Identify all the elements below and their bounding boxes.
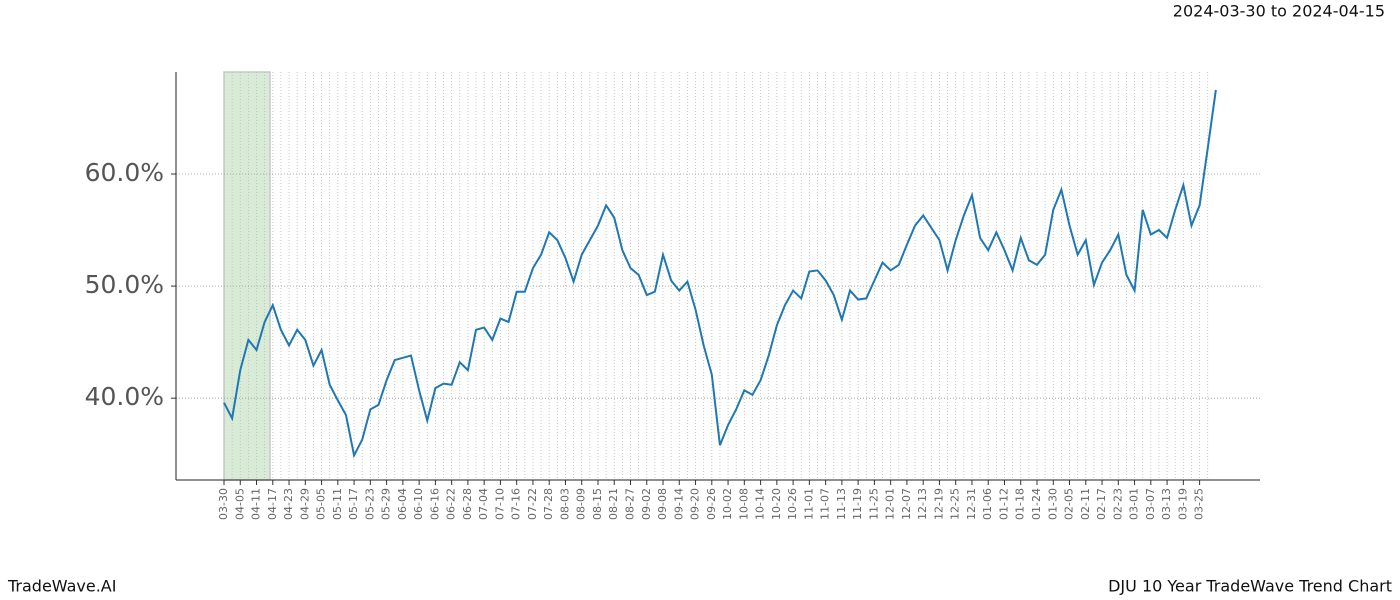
x-tick-label: 03-30 [217, 488, 230, 520]
x-tick-label: 10-26 [786, 488, 799, 520]
x-tick-label: 05-11 [331, 488, 344, 520]
x-tick-label: 08-27 [624, 488, 637, 520]
x-tick-label: 05-17 [347, 488, 360, 520]
x-tick-label: 07-22 [526, 488, 539, 520]
x-tick-label: 05-29 [380, 488, 393, 520]
x-tick-label: 10-14 [754, 488, 767, 520]
x-tick-label: 11-01 [802, 488, 815, 520]
x-tick-label: 11-25 [867, 488, 880, 520]
x-tick-label: 01-12 [997, 488, 1010, 520]
x-tick-label: 10-20 [770, 488, 783, 520]
x-tick-label: 05-23 [363, 488, 376, 520]
x-tick-label: 01-06 [981, 488, 994, 520]
x-tick-label: 06-10 [412, 488, 425, 520]
x-tick-label: 04-05 [233, 488, 246, 520]
x-tick-label: 08-03 [558, 488, 571, 520]
x-tick-label: 03-07 [1144, 488, 1157, 520]
x-tick-label: 03-13 [1160, 488, 1173, 520]
x-tick-label: 03-19 [1176, 488, 1189, 520]
x-tick-label: 04-17 [266, 488, 279, 520]
x-tick-label: 12-25 [949, 488, 962, 520]
x-tick-label: 06-28 [461, 488, 474, 520]
x-tick-label: 11-19 [851, 488, 864, 520]
x-tick-label: 02-11 [1079, 488, 1092, 520]
x-tick-label: 02-23 [1111, 488, 1124, 520]
x-tick-label: 05-05 [315, 488, 328, 520]
x-tick-label: 12-31 [965, 488, 978, 520]
x-tick-label: 10-02 [721, 488, 734, 520]
x-tick-label: 12-01 [884, 488, 897, 520]
x-tick-label: 10-08 [737, 488, 750, 520]
x-tick-label: 08-09 [575, 488, 588, 520]
x-tick-label: 07-10 [493, 488, 506, 520]
x-tick-label: 12-19 [932, 488, 945, 520]
x-tick-label: 02-05 [1063, 488, 1076, 520]
y-tick-label: 40.0% [85, 382, 164, 411]
x-tick-label: 03-25 [1193, 488, 1206, 520]
y-tick-label: 60.0% [85, 158, 164, 187]
y-tick-label: 50.0% [85, 270, 164, 299]
x-tick-label: 12-13 [916, 488, 929, 520]
x-tick-label: 06-22 [445, 488, 458, 520]
x-tick-label: 04-29 [298, 488, 311, 520]
x-tick-label: 12-07 [900, 488, 913, 520]
x-tick-label: 02-17 [1095, 488, 1108, 520]
x-tick-label: 09-02 [640, 488, 653, 520]
x-tick-label: 06-16 [428, 488, 441, 520]
x-tick-label: 11-07 [819, 488, 832, 520]
x-tick-label: 07-04 [477, 488, 490, 520]
x-tick-label: 01-24 [1030, 488, 1043, 520]
x-tick-label: 09-26 [705, 488, 718, 520]
x-tick-label: 08-15 [591, 488, 604, 520]
x-tick-label: 08-21 [607, 488, 620, 520]
x-tick-label: 09-08 [656, 488, 669, 520]
x-tick-label: 06-04 [396, 488, 409, 520]
x-tick-label: 01-18 [1014, 488, 1027, 520]
x-tick-label: 09-20 [689, 488, 702, 520]
x-tick-label: 03-01 [1128, 488, 1141, 520]
chart-name: DJU 10 Year TradeWave Trend Chart [1108, 577, 1392, 596]
x-tick-label: 07-28 [542, 488, 555, 520]
date-range: 2024-03-30 to 2024-04-15 [1173, 2, 1385, 21]
x-tick-label: 07-16 [510, 488, 523, 520]
trend-line [223, 89, 1217, 459]
brand: TradeWave.AI [7, 577, 116, 596]
x-tick-label: 09-14 [672, 488, 685, 520]
x-tick-label: 01-30 [1046, 488, 1059, 520]
highlight-span [223, 71, 271, 481]
x-tick-label: 04-23 [282, 488, 295, 520]
x-tick-label: 04-11 [250, 488, 263, 520]
x-tick-label: 11-13 [835, 488, 848, 520]
